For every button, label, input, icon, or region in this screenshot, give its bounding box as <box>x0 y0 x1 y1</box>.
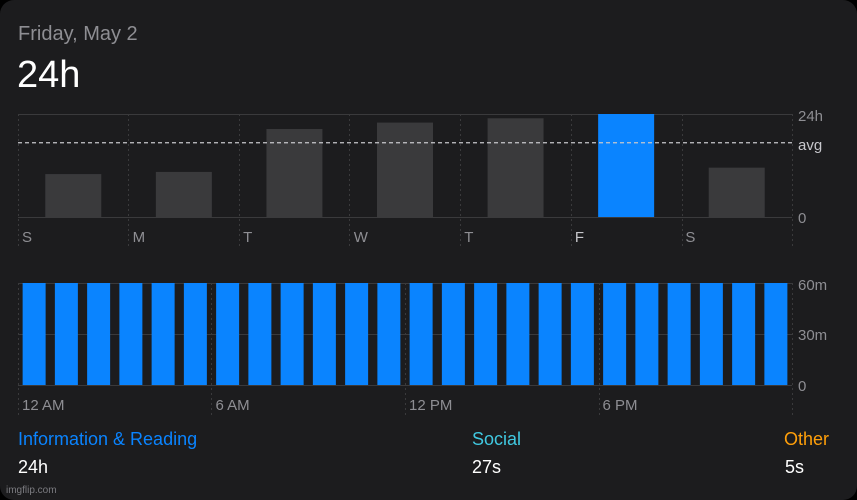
hourly-bar-0[interactable] <box>22 283 46 385</box>
hourly-bar-11[interactable] <box>377 283 401 385</box>
hourly-x-label-2: 12 PM <box>409 397 452 414</box>
hourly-bar-17[interactable] <box>570 283 594 385</box>
weekly-vertical-gridlines <box>18 114 793 248</box>
weekly-day-label-0: S <box>22 229 32 246</box>
legend-label-information-reading: Information & Reading <box>18 429 198 449</box>
weekly-bars <box>45 114 765 217</box>
hourly-bar-12[interactable] <box>409 283 433 385</box>
weekly-bar-1[interactable] <box>155 171 212 217</box>
hourly-vertical-gridlines <box>18 283 793 415</box>
weekly-tick-top: 24h <box>798 108 823 125</box>
hourly-bar-22[interactable] <box>732 283 756 385</box>
hourly-tick-zero: 0 <box>798 378 806 395</box>
hourly-bar-7[interactable] <box>248 283 272 385</box>
hourly-bar-3[interactable] <box>119 283 143 385</box>
weekly-bar-6[interactable] <box>708 167 765 217</box>
hourly-x-label-1: 6 AM <box>216 397 250 414</box>
watermark: imgflip.com <box>6 485 57 496</box>
hourly-bar-8[interactable] <box>280 283 304 385</box>
hourly-bar-19[interactable] <box>635 283 659 385</box>
weekly-bar-5[interactable] <box>598 114 655 217</box>
hourly-tick-mid: 30m <box>798 327 827 344</box>
hourly-x-label-0: 12 AM <box>22 397 65 414</box>
hourly-bar-15[interactable] <box>506 283 530 385</box>
hourly-tick-top: 60m <box>798 277 827 294</box>
hourly-bars <box>22 283 788 385</box>
hourly-bar-4[interactable] <box>151 283 175 385</box>
date-label: Friday, May 2 <box>18 23 138 45</box>
hourly-x-label-3: 6 PM <box>603 397 638 414</box>
weekly-tick-avg: avg <box>798 137 822 154</box>
weekly-bar-2[interactable] <box>266 129 323 217</box>
hourly-bar-20[interactable] <box>667 283 691 385</box>
hourly-x-labels: 12 AM 6 AM 12 PM 6 PM <box>22 397 638 414</box>
hourly-bar-21[interactable] <box>699 283 723 385</box>
legend-label-social: Social <box>472 429 522 449</box>
weekly-day-label-1: M <box>133 229 146 246</box>
legend-value-other: 5s <box>785 457 805 477</box>
legend-label-other: Other <box>784 429 830 449</box>
legend-value-information-reading: 24h <box>18 457 49 477</box>
hourly-bar-1[interactable] <box>54 283 78 385</box>
hourly-bar-2[interactable] <box>87 283 111 385</box>
hourly-bar-9[interactable] <box>312 283 336 385</box>
hourly-bar-6[interactable] <box>216 283 240 385</box>
hourly-bar-14[interactable] <box>474 283 498 385</box>
hourly-bar-18[interactable] <box>603 283 627 385</box>
hourly-bar-10[interactable] <box>345 283 369 385</box>
legend-value-social: 27s <box>472 457 502 477</box>
hourly-bar-5[interactable] <box>183 283 207 385</box>
total-time: 24h <box>17 54 81 96</box>
hourly-bar-23[interactable] <box>764 283 788 385</box>
hourly-bar-16[interactable] <box>538 283 562 385</box>
weekly-bar-3[interactable] <box>377 122 433 217</box>
hourly-bar-13[interactable] <box>441 283 465 385</box>
weekly-bar-4[interactable] <box>487 118 544 217</box>
weekly-day-label-2: T <box>243 229 252 246</box>
weekly-grid <box>18 114 792 218</box>
weekly-day-label-4: T <box>464 229 473 246</box>
weekly-day-label-3: W <box>354 229 369 246</box>
weekly-day-label-6: S <box>685 229 695 246</box>
weekly-day-label-5: F <box>575 229 584 246</box>
weekly-tick-zero: 0 <box>798 210 806 227</box>
weekly-bar-0[interactable] <box>45 174 102 217</box>
